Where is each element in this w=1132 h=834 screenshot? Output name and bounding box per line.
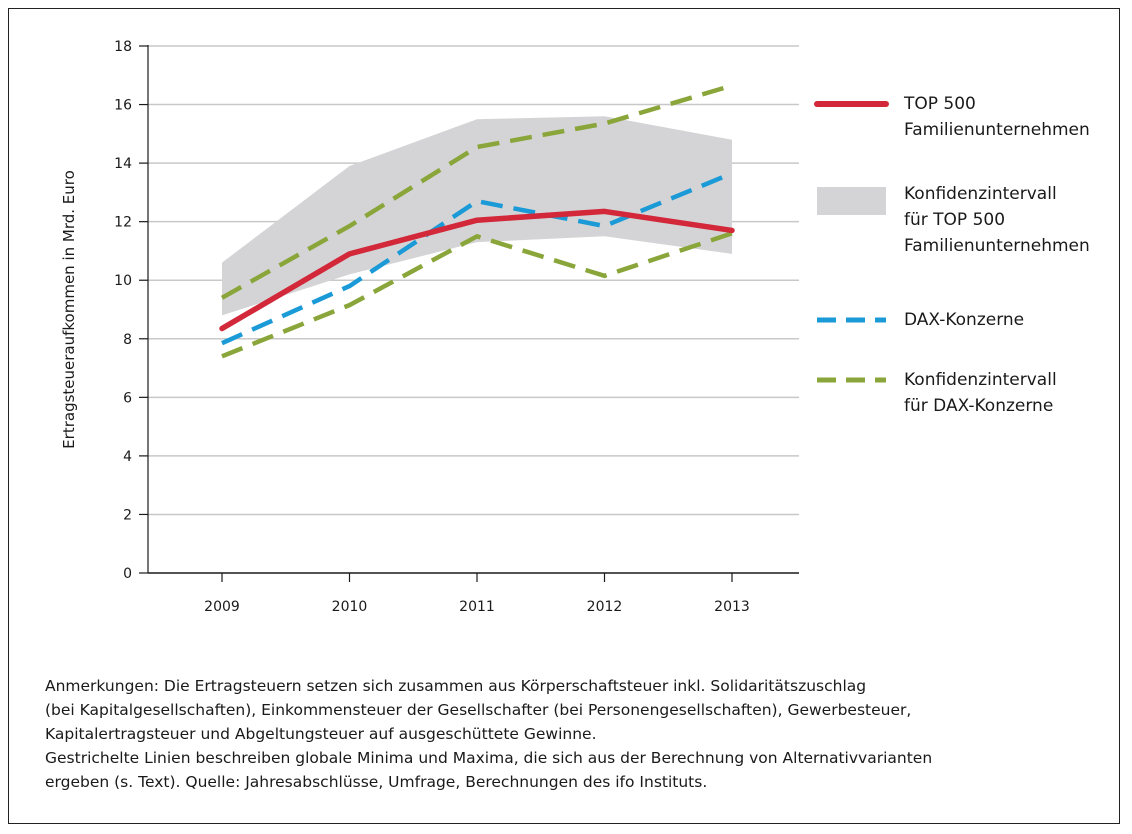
chart-notes: Anmerkungen: Die Ertragsteuern setzen si… xyxy=(45,674,1105,794)
y-axis-title: Ertragsteueraufkommen in Mrd. Euro xyxy=(60,170,78,449)
x-tick-label: 2011 xyxy=(459,599,495,615)
legend: TOP 500 Familienunternehmen Konfidenzinter… xyxy=(814,94,1090,416)
legend-label: Konfidenzintervall xyxy=(904,370,1057,390)
legend-swatch-band xyxy=(817,187,886,215)
y-tick-label: 18 xyxy=(114,39,132,55)
y-tick-label: 2 xyxy=(123,507,132,523)
legend-label: für DAX-Konzerne xyxy=(904,396,1053,416)
legend-label: Konfidenzintervall xyxy=(904,184,1057,204)
legend-label: Familienunternehmen xyxy=(904,120,1090,140)
note-line: Anmerkungen: Die Ertragsteuern setzen si… xyxy=(45,677,867,695)
y-tick-label: 0 xyxy=(123,566,132,582)
y-tick-label: 16 xyxy=(114,98,132,114)
legend-label: TOP 500 xyxy=(903,94,976,114)
note-line: ergeben (s. Text). Quelle: Jahresabschlü… xyxy=(45,773,708,791)
confidence-band-layer xyxy=(222,116,732,316)
x-tick-label: 2010 xyxy=(332,599,368,615)
legend-label: Familienunternehmen xyxy=(904,236,1090,256)
note-line: Kapitalertragsteuer und Abgeltungsteuer … xyxy=(45,725,597,743)
x-tick-label: 2012 xyxy=(587,599,623,615)
y-tick-label: 12 xyxy=(114,215,132,231)
series-line-dax-ci-min xyxy=(221,231,733,359)
series-layer xyxy=(219,83,735,359)
note-line: Gestrichelte Linien beschreiben globale … xyxy=(45,749,933,767)
x-tick-label: 2013 xyxy=(714,599,750,615)
x-tick-label: 2009 xyxy=(204,599,240,615)
line-chart: 0 2 4 6 8 10 12 14 16 18 2009 2010 2011 2012 2013 Ertra… xyxy=(60,39,1090,615)
confidence-band-top500 xyxy=(222,116,732,316)
series-line-top500 xyxy=(219,208,735,332)
y-tick-label: 14 xyxy=(114,156,132,172)
figure-frame: 0 2 4 6 8 10 12 14 16 18 2009 2010 2011 2012 2013 Ertra… xyxy=(8,8,1120,824)
axes: 0 2 4 6 8 10 12 14 16 18 2009 2010 2011 2012 2013 Ertra… xyxy=(60,39,799,615)
legend-label: für TOP 500 xyxy=(904,210,1005,230)
series-line-dax-ci-max xyxy=(220,83,733,300)
y-tick-label: 4 xyxy=(123,449,132,465)
legend-label: DAX-Konzerne xyxy=(904,310,1024,330)
y-tick-label: 10 xyxy=(114,273,132,289)
note-line: (bei Kapitalgesellschaften), Einkommenst… xyxy=(45,701,912,719)
y-tick-label: 8 xyxy=(123,332,132,348)
y-tick-label: 6 xyxy=(123,390,132,406)
series-line-dax xyxy=(221,171,733,346)
